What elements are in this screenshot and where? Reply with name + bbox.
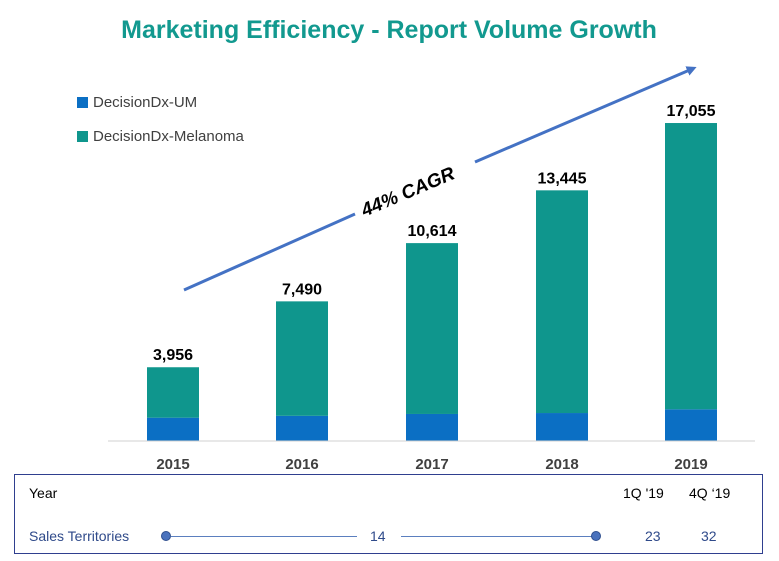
bar-2016-um [276,415,328,441]
total-label-2019: 17,055 [667,103,716,120]
sales-territories-4q19: 32 [701,528,717,544]
timeline-dot-start [161,531,171,541]
sales-territories-1q19: 23 [645,528,661,544]
legend-swatch-melanoma [77,131,88,142]
quarter-1q19: 1Q '19 [623,485,664,501]
arrow-line-right [474,66,697,164]
bars [147,123,717,441]
x-axis-ticks: 2015 2016 2017 2018 2019 [156,456,707,470]
bar-2019-melanoma [665,123,717,410]
total-label-2016: 7,490 [282,281,322,298]
sales-territories-table: Year 1Q '19 4Q ‘19 Sales Territories 14 … [14,474,763,554]
quarter-4q19: 4Q ‘19 [689,485,731,501]
x-tick-2017: 2017 [415,456,448,470]
bar-2018-um [536,413,588,441]
bar-2019-um [665,409,717,441]
legend: DecisionDx-UM DecisionDx-Melanoma [77,94,245,145]
value-labels: 3,956 7,490 10,614 13,445 17,055 [153,103,716,364]
total-label-2017: 10,614 [408,223,457,240]
total-label-2015: 3,956 [153,347,193,364]
x-tick-2015: 2015 [156,456,189,470]
sales-territories-label: Sales Territories [29,528,130,544]
timeline-line-right [401,536,593,537]
bar-2018-melanoma [536,190,588,414]
cagr-annotation: 44% CAGR [357,163,458,222]
timeline-dot-end [591,531,601,541]
bar-2015-um [147,417,199,441]
chart-title: Marketing Efficiency - Report Volume Gro… [121,16,657,44]
sales-territories-start-value: 14 [370,528,386,544]
bar-2016-melanoma [276,301,328,416]
legend-label-melanoma: DecisionDx-Melanoma [93,128,245,145]
bar-2015-melanoma [147,367,199,418]
bar-2017-melanoma [406,243,458,414]
legend-swatch-um [77,97,88,108]
arrow-line-left [183,212,356,292]
x-tick-2019: 2019 [674,456,707,470]
bar-2017-um [406,413,458,441]
timeline-line-left [171,536,357,537]
x-tick-2016: 2016 [285,456,318,470]
legend-label-um: DecisionDx-UM [93,94,197,111]
year-label: Year [29,485,58,501]
x-tick-2018: 2018 [545,456,578,470]
chart: Marketing Efficiency - Report Volume Gro… [77,16,755,470]
total-label-2018: 13,445 [538,170,587,187]
